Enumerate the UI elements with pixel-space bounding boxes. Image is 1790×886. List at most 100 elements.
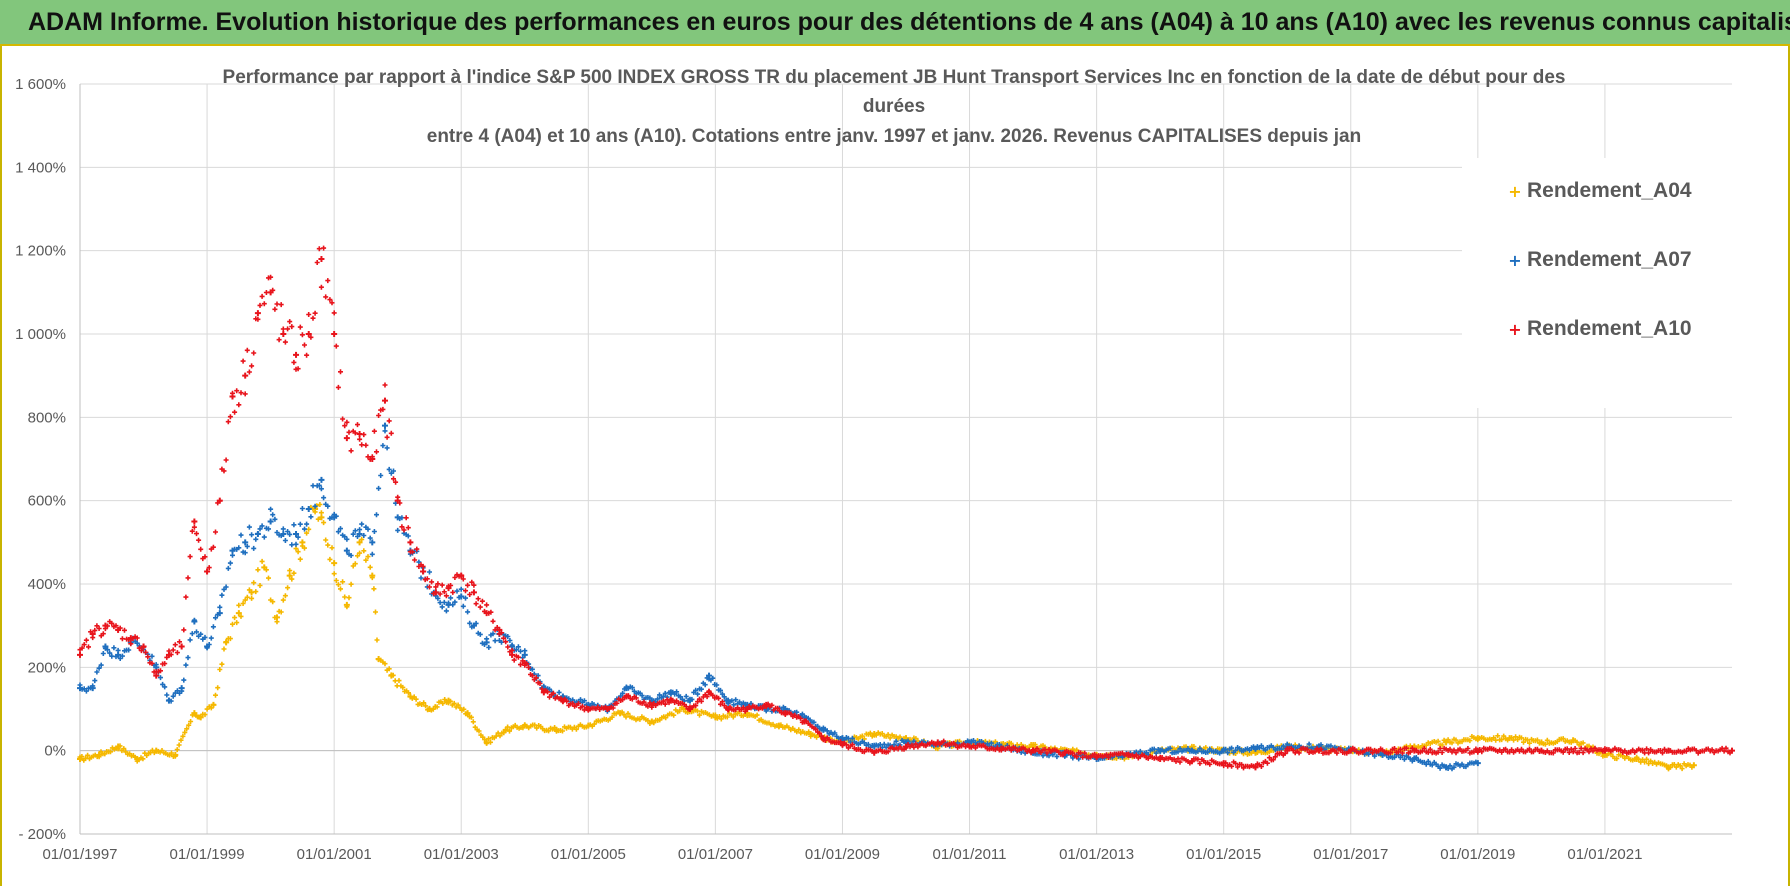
data-point	[458, 593, 465, 600]
y-tick-label: 1 600%	[15, 76, 66, 93]
x-tick-label: 01/01/2003	[424, 846, 499, 863]
data-point	[763, 701, 770, 708]
x-tick-label: 01/01/2005	[551, 846, 626, 863]
data-point	[369, 456, 376, 462]
data-point	[191, 618, 198, 625]
data-point	[820, 726, 827, 733]
data-point	[553, 726, 560, 733]
data-point	[1474, 747, 1481, 754]
chart-title-line-2: durées	[863, 96, 925, 117]
data-point	[1443, 739, 1450, 746]
data-point	[445, 601, 452, 608]
data-point	[470, 622, 477, 629]
data-point	[388, 672, 395, 679]
data-point	[381, 397, 388, 404]
data-point	[1188, 758, 1195, 765]
data-point	[331, 560, 338, 567]
data-point	[96, 751, 103, 758]
x-tick-label: 01/01/2009	[805, 846, 880, 863]
data-point	[1252, 764, 1259, 771]
data-point	[178, 685, 185, 692]
x-tick-label: 01/01/2007	[678, 846, 753, 863]
data-point	[318, 476, 325, 483]
data-point	[1379, 751, 1386, 758]
data-point	[134, 756, 141, 762]
data-point	[1601, 747, 1608, 754]
data-point	[286, 572, 293, 579]
data-point	[820, 735, 827, 742]
y-tick-label: 1 400%	[15, 159, 66, 176]
data-point	[223, 639, 230, 646]
data-point	[839, 735, 846, 742]
data-point	[1220, 747, 1227, 754]
data-point	[381, 422, 388, 429]
data-point	[267, 518, 274, 525]
legend-label-a04: Rendement_A04	[1527, 179, 1692, 202]
data-point	[1316, 747, 1322, 754]
data-point	[1411, 756, 1418, 762]
data-point	[293, 531, 300, 537]
x-tick-label: 01/01/1997	[42, 846, 117, 863]
data-point	[871, 743, 878, 750]
x-tick-label: 01/01/2015	[1186, 846, 1261, 863]
data-point	[623, 693, 630, 700]
data-point	[648, 718, 655, 725]
data-point	[273, 614, 280, 621]
series-a07-cloud	[77, 428, 1479, 772]
data-point	[1030, 747, 1037, 754]
data-point	[445, 585, 452, 592]
data-point	[267, 289, 274, 296]
data-point	[1633, 756, 1640, 762]
data-point	[318, 514, 325, 521]
data-point	[216, 610, 223, 617]
data-point	[1474, 735, 1481, 742]
y-tick-label: 600%	[28, 493, 66, 510]
data-point	[903, 743, 909, 750]
data-point	[89, 631, 96, 637]
data-point	[165, 651, 172, 658]
legend-marker-a04: +	[1508, 182, 1521, 201]
data-point	[102, 643, 109, 650]
data-point	[1538, 739, 1545, 746]
data-point	[521, 660, 528, 667]
data-point	[77, 651, 83, 658]
performance-chart: - 200% 0% 200% 400% 600% 800% 1 000% 1 200% 1 40…	[15, 67, 1735, 863]
data-point	[356, 539, 363, 546]
data-point	[115, 651, 122, 658]
banner-title: ADAM Informe. Evolution historique des p…	[28, 8, 1790, 36]
data-point	[248, 589, 255, 596]
data-point	[483, 639, 490, 646]
data-point	[204, 568, 211, 575]
data-point	[998, 745, 1005, 752]
chart-title-line-1: Performance par rapport à l'indice S&P 5…	[223, 67, 1566, 88]
data-point	[617, 710, 624, 717]
data-point	[242, 539, 249, 546]
data-point	[1474, 760, 1481, 767]
data-point	[172, 751, 179, 758]
data-point	[331, 514, 338, 521]
data-point	[706, 689, 713, 696]
data-point	[1347, 747, 1354, 754]
legend: + Rendement_A04 + Rendement_A07 + Rendem…	[1462, 158, 1732, 408]
data-point	[686, 706, 693, 712]
data-point	[1570, 737, 1577, 744]
data-point	[667, 697, 674, 704]
data-point	[1093, 753, 1100, 760]
data-point	[1157, 747, 1164, 754]
data-point	[216, 497, 223, 504]
data-point	[102, 622, 109, 629]
data-point	[204, 643, 211, 650]
data-point	[725, 706, 732, 712]
data-point	[369, 572, 376, 579]
data-point	[89, 685, 96, 692]
y-tick-label: 0%	[44, 743, 66, 760]
data-point	[191, 710, 198, 717]
data-point	[1443, 764, 1450, 771]
series-a10	[77, 245, 1735, 771]
data-point	[305, 506, 312, 512]
data-point	[521, 651, 528, 658]
data-point	[934, 739, 941, 746]
x-tick-label: 01/01/2021	[1567, 846, 1642, 863]
data-point	[331, 331, 338, 337]
data-point	[871, 749, 878, 756]
